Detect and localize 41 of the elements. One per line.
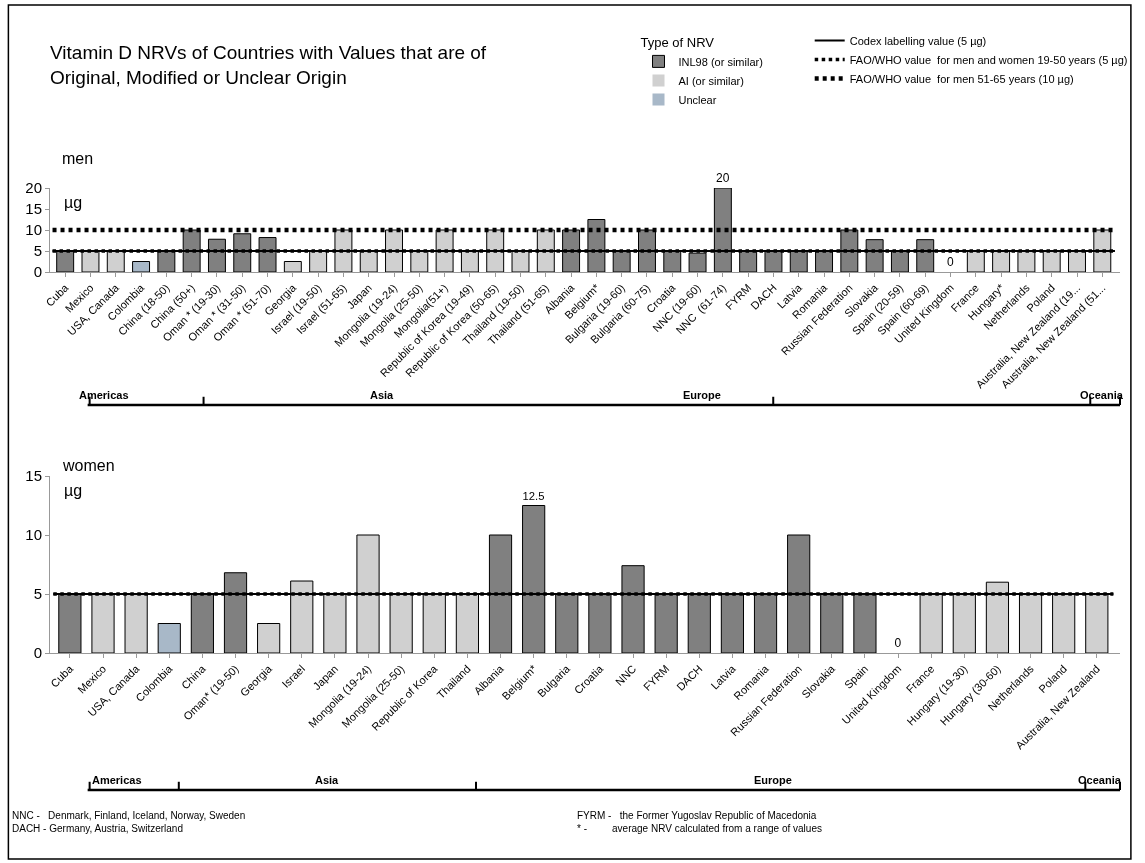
chart-subtitle: men <box>62 150 94 167</box>
legend-label: FAO/WHO value for men and women 19-50 years (5 µg) <box>849 53 1128 66</box>
chart-title: Vitamin D NRVs of Countries with Values that are of Original, Modified or Unclear Origin <box>50 42 487 88</box>
text: * - average NRV calculated from a range of values <box>577 823 822 834</box>
y-axis-title: µg <box>64 194 83 211</box>
legend-label: INL98 (or similar) <box>678 55 763 68</box>
legend-label: FAO/WHO value for men 51-65 years (10 µg) <box>849 72 1074 85</box>
y-axis-title: µg <box>64 482 83 499</box>
text: Oceania <box>1078 774 1122 786</box>
text: Asia <box>315 774 340 786</box>
data-label: 12.5 <box>522 489 545 502</box>
text: Europe <box>683 389 721 401</box>
y-tick-label: 10 <box>25 526 42 544</box>
bar <box>132 261 151 272</box>
bar <box>257 623 281 653</box>
bar <box>283 261 302 272</box>
chart-subtitle: women <box>62 457 115 474</box>
legend-label: Unclear <box>678 93 717 106</box>
text: FYRM - the Former Yugoslav Republic of Macedonia <box>577 810 817 821</box>
y-tick-label: 20 <box>25 179 42 197</box>
text: Americas <box>92 774 142 786</box>
text: Oceania <box>1080 389 1124 401</box>
y-tick-label: 10 <box>25 221 42 239</box>
text: Americas <box>79 389 129 401</box>
legend-label: AI (or similar) <box>678 74 744 87</box>
y-tick-label: 15 <box>25 200 42 218</box>
y-tick-label: 0 <box>33 644 42 662</box>
legend-title: Type of NRV <box>640 34 715 50</box>
data-label: 0 <box>894 636 902 650</box>
text: NNC - Denmark, Finland, Iceland, Norway, Sweden <box>12 810 246 821</box>
y-tick-label: 0 <box>33 263 42 281</box>
y-tick-label: 15 <box>25 467 42 485</box>
text: Europe <box>754 774 792 786</box>
y-tick-label: 5 <box>33 585 42 603</box>
data-label: 0 <box>947 255 955 269</box>
legend-label: Codex labelling value (5 µg) <box>849 34 987 47</box>
y-tick-label: 5 <box>33 242 42 260</box>
text: Asia <box>370 389 395 401</box>
text: DACH - Germany, Austria, Switzerland <box>12 823 183 834</box>
bar <box>157 623 181 653</box>
data-label: 20 <box>716 171 730 185</box>
